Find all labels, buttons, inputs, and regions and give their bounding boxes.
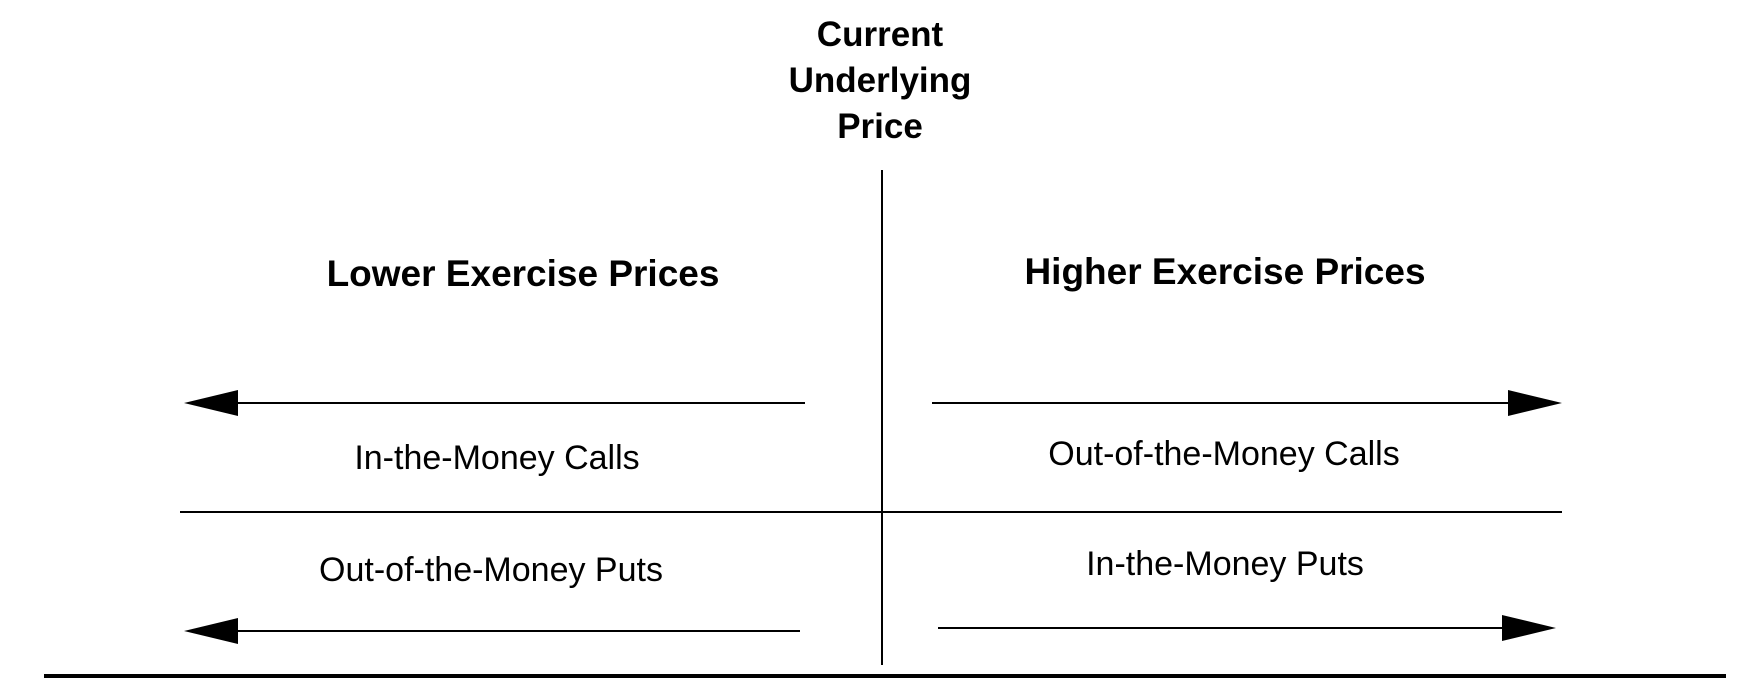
current-underlying-price-title: Current Underlying Price bbox=[788, 15, 972, 146]
right-arrow-calls bbox=[932, 390, 1562, 416]
right-arrow-puts bbox=[938, 615, 1556, 641]
out-of-the-money-calls-label: Out-of-the-Money Calls bbox=[1048, 435, 1400, 473]
left-arrow-puts bbox=[184, 618, 800, 644]
in-the-money-calls-label: In-the-Money Calls bbox=[354, 439, 640, 477]
lower-exercise-prices-heading: Lower Exercise Prices bbox=[326, 253, 720, 294]
out-of-the-money-puts-label: Out-of-the-Money Puts bbox=[319, 551, 663, 589]
higher-exercise-prices-heading: Higher Exercise Prices bbox=[1024, 251, 1426, 292]
left-arrow-calls bbox=[184, 390, 805, 416]
in-the-money-puts-label: In-the-Money Puts bbox=[1086, 545, 1364, 583]
